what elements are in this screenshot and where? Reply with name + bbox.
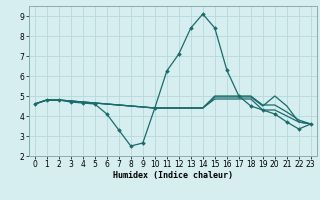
X-axis label: Humidex (Indice chaleur): Humidex (Indice chaleur) — [113, 171, 233, 180]
